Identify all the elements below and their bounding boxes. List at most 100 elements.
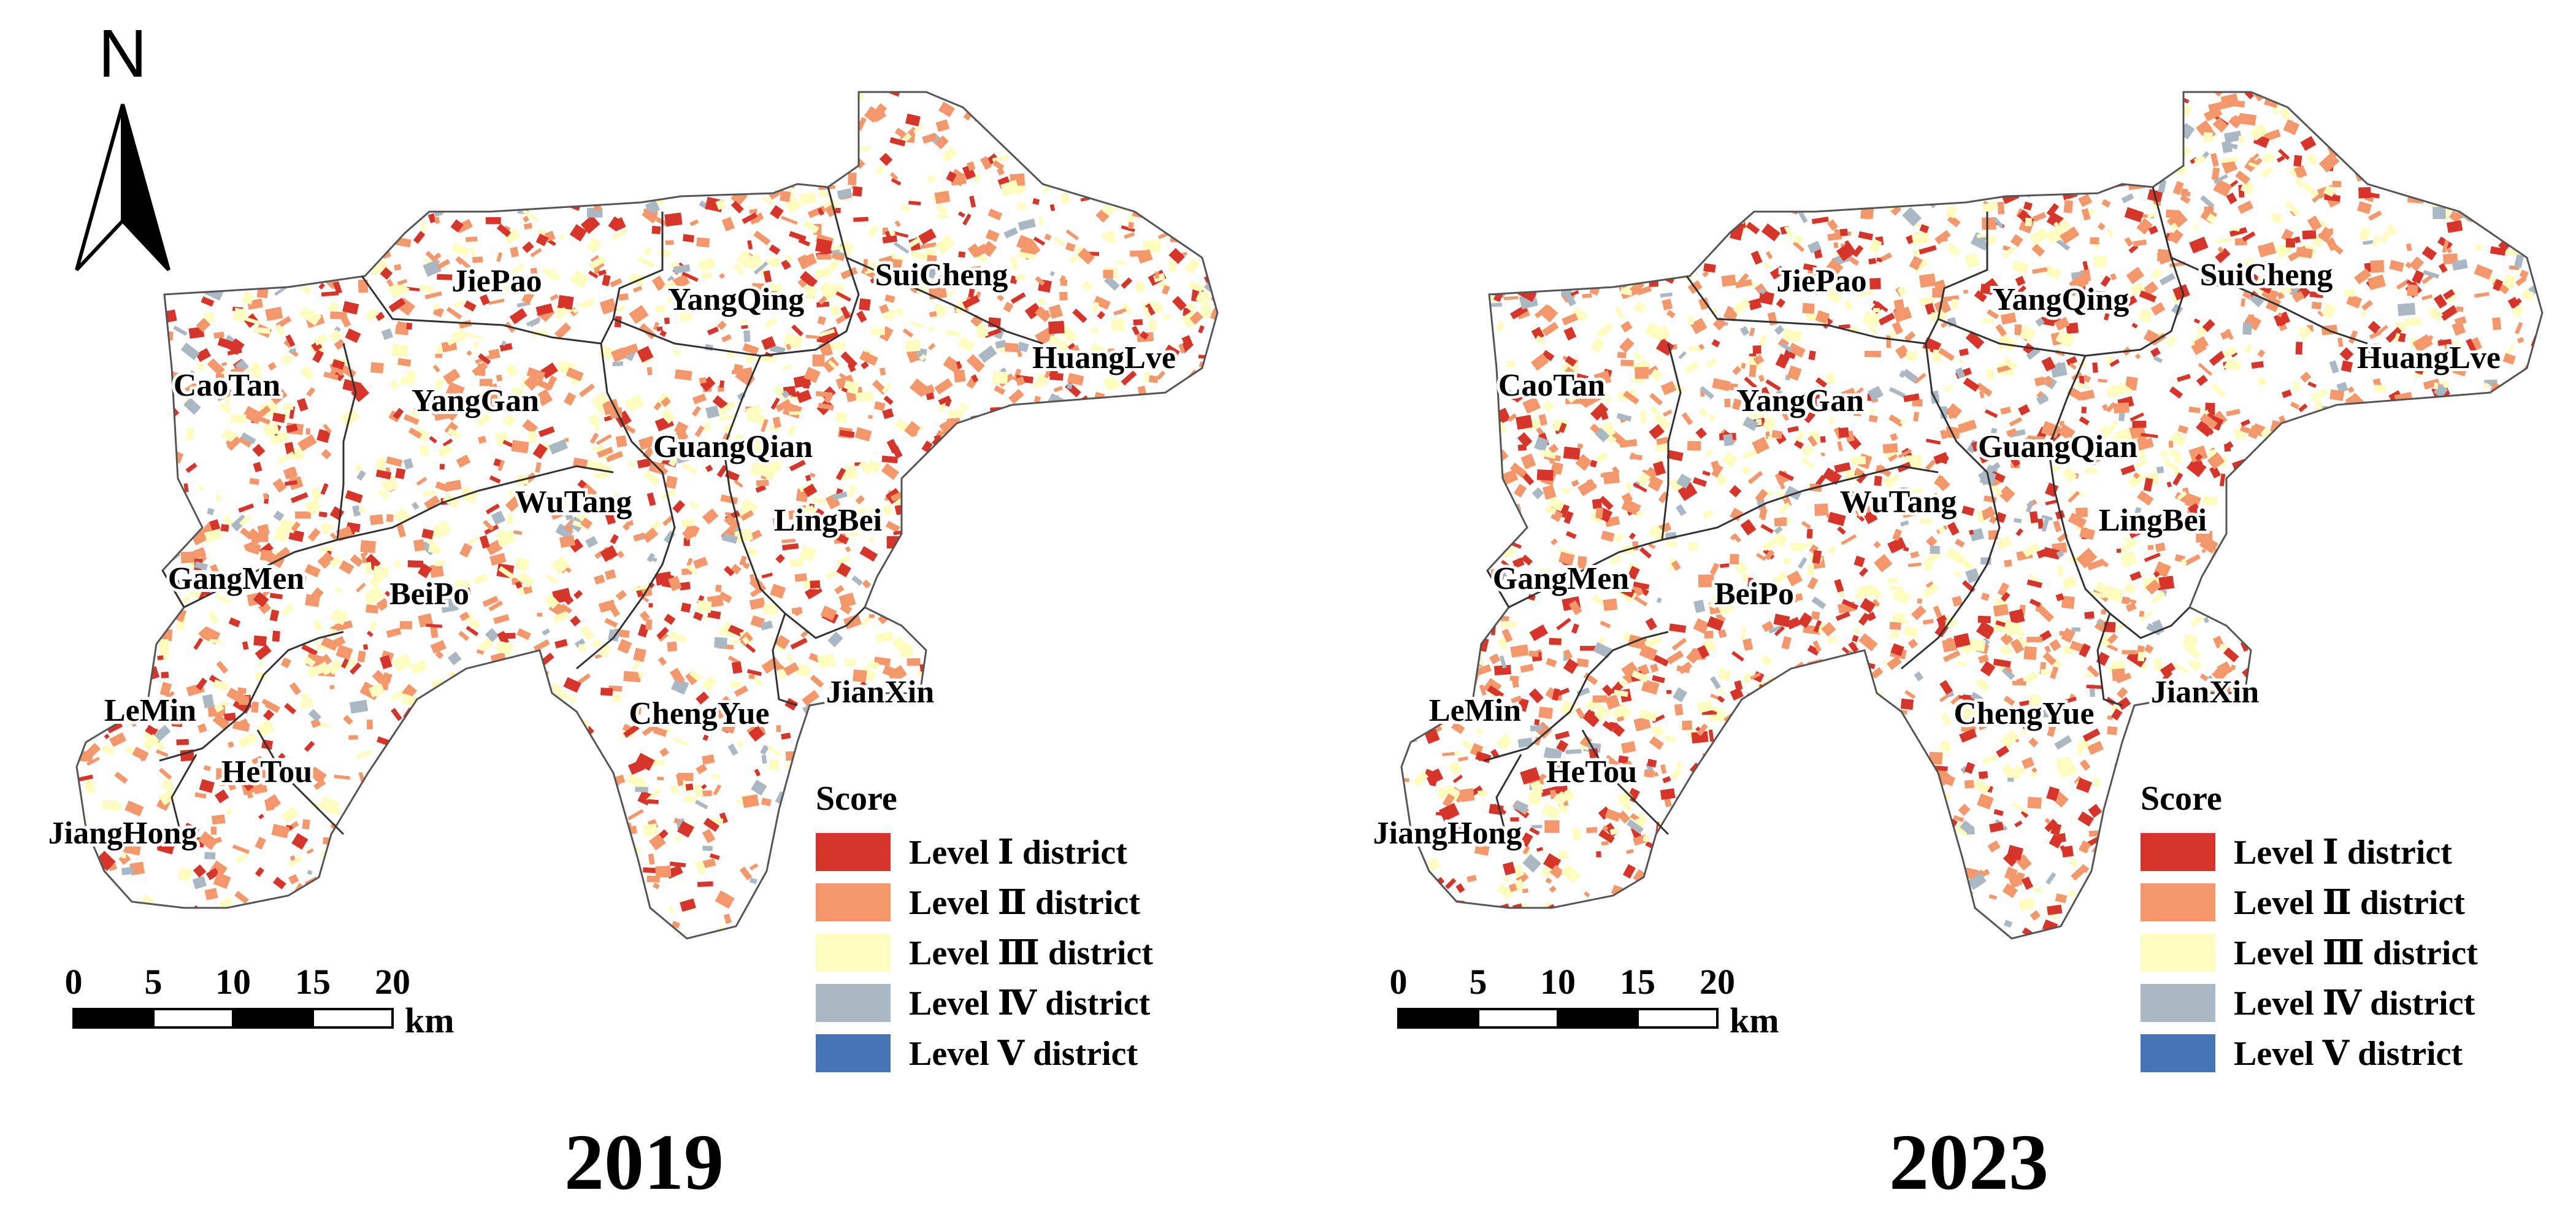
score-patch [2540, 876, 2542, 896]
score-patch [881, 382, 892, 394]
score-patch [1462, 673, 1473, 684]
score-patch [350, 231, 369, 248]
score-patch [1124, 232, 1135, 239]
score-patch [450, 171, 469, 188]
score-patch [256, 92, 274, 99]
score-patch [2306, 113, 2317, 120]
score-patch [1824, 286, 1842, 304]
score-patch [1167, 828, 1176, 837]
score-patch [578, 383, 595, 397]
score-patch [933, 745, 945, 753]
score-patch [902, 715, 910, 721]
score-patch [610, 534, 619, 545]
score-patch [1714, 163, 1722, 171]
score-patch [978, 345, 997, 363]
score-patch [879, 766, 893, 778]
score-patch [2068, 491, 2080, 503]
score-patch [2285, 677, 2297, 686]
score-patch [289, 238, 295, 246]
score-patch [999, 470, 1011, 482]
score-patch [2545, 646, 2563, 661]
score-patch [2129, 137, 2145, 149]
score-patch [488, 385, 501, 398]
score-patch [876, 164, 885, 175]
score-patch [1024, 406, 1037, 413]
score-patch [388, 298, 406, 313]
score-patch [211, 814, 226, 825]
score-patch [1923, 873, 1930, 881]
score-patch [2258, 259, 2272, 272]
score-patch [2532, 234, 2542, 246]
score-patch [537, 612, 543, 617]
score-patch [672, 670, 685, 684]
score-patch [967, 161, 976, 171]
score-patch [953, 501, 964, 513]
score-patch [1135, 594, 1152, 611]
score-patch [985, 229, 1000, 242]
score-patch [2526, 198, 2542, 216]
score-patch [1087, 666, 1097, 675]
score-patch [2520, 711, 2538, 723]
score-patch [1869, 278, 1881, 290]
score-patch [2294, 165, 2307, 179]
score-patch [77, 463, 85, 470]
score-patch [1558, 422, 1567, 433]
score-patch [447, 336, 461, 346]
score-patch [462, 587, 472, 597]
score-patch [715, 890, 735, 909]
score-patch [635, 753, 655, 771]
score-patch [130, 339, 142, 348]
score-patch [2145, 101, 2161, 115]
score-patch [2509, 927, 2521, 932]
score-patch [839, 429, 855, 438]
score-patch [1542, 485, 1557, 500]
score-patch [272, 478, 287, 493]
score-patch [2092, 362, 2098, 373]
score-patch [2136, 218, 2153, 235]
score-patch [2377, 731, 2394, 748]
score-patch [741, 324, 748, 329]
score-patch [516, 774, 533, 790]
score-patch [403, 458, 414, 470]
score-patch [2209, 713, 2223, 725]
score-patch [2279, 324, 2288, 332]
score-patch [835, 207, 841, 213]
score-patch [571, 109, 586, 122]
score-patch [659, 452, 664, 463]
score-patch [523, 223, 533, 230]
legend-item: Level Ⅰ district [816, 827, 1153, 877]
score-patch [1417, 191, 1432, 204]
score-patch [512, 883, 526, 896]
score-patch [1195, 521, 1206, 531]
score-patch [445, 480, 462, 492]
score-patch [330, 608, 348, 626]
score-patch [2544, 680, 2550, 688]
score-patch [2520, 474, 2531, 485]
score-patch [1075, 590, 1086, 599]
score-patch [990, 691, 1010, 711]
score-patch [1806, 529, 1813, 539]
score-patch [2163, 743, 2175, 755]
score-patch [2068, 512, 2087, 529]
score-patch [537, 940, 553, 953]
score-patch [463, 853, 477, 864]
score-patch [1085, 98, 1102, 103]
score-patch [2388, 134, 2406, 150]
score-patch [1423, 531, 1442, 550]
score-patch [1401, 385, 1417, 401]
score-patch [938, 594, 957, 611]
score-patch [472, 840, 482, 849]
score-patch [1151, 759, 1168, 776]
score-patch [987, 208, 1003, 221]
score-patch [858, 764, 876, 777]
score-patch [573, 182, 587, 194]
score-patch [1715, 474, 1728, 486]
score-patch [2277, 729, 2289, 740]
score-patch [653, 882, 660, 889]
score-patch [1030, 106, 1049, 121]
score-patch [1556, 739, 1569, 753]
score-patch [1032, 420, 1046, 434]
score-patch [1452, 572, 1470, 586]
score-patch [1053, 409, 1062, 417]
score-patch [432, 702, 448, 716]
